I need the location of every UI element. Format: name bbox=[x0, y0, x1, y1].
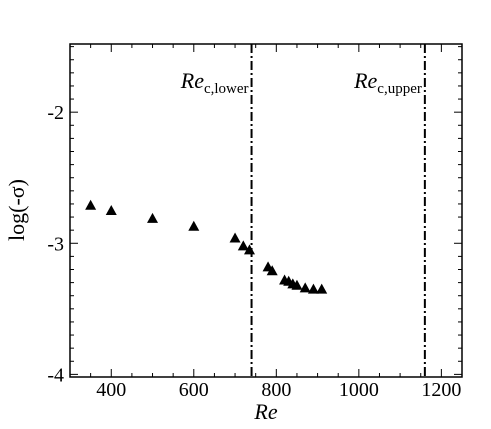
reference-line-label: Rec,lower bbox=[180, 68, 249, 97]
data-point bbox=[316, 283, 328, 294]
data-point bbox=[307, 283, 319, 294]
data-point bbox=[266, 265, 278, 276]
data-points bbox=[85, 199, 328, 294]
x-tick-label: 800 bbox=[261, 379, 291, 401]
x-tick-label: 400 bbox=[96, 379, 126, 401]
data-point bbox=[291, 279, 303, 290]
data-point bbox=[237, 240, 249, 251]
data-point bbox=[299, 282, 311, 293]
y-tick-label: -3 bbox=[47, 233, 64, 255]
x-tick-label: 1000 bbox=[339, 379, 379, 401]
y-axis-ticks: -4 -3 -2 bbox=[47, 46, 462, 386]
data-point bbox=[243, 244, 255, 255]
data-point bbox=[188, 220, 200, 231]
x-axis-ticks: 400 600 800 1000 1200 bbox=[69, 44, 463, 401]
x-tick-label: 600 bbox=[179, 379, 209, 401]
reference-lines: Rec,lower Rec,upper bbox=[180, 44, 426, 377]
y-axis-title: log(-σ) bbox=[4, 179, 29, 241]
plot-frame bbox=[69, 43, 463, 378]
data-point bbox=[105, 205, 117, 215]
reference-line-label: Rec,upper bbox=[353, 68, 422, 97]
y-tick-label: -2 bbox=[47, 102, 64, 124]
y-tick-label: -4 bbox=[47, 364, 64, 386]
data-point bbox=[85, 199, 97, 210]
x-axis-title: Re bbox=[253, 399, 277, 424]
data-point bbox=[229, 232, 241, 243]
x-tick-label: 1200 bbox=[421, 379, 461, 401]
data-point bbox=[147, 212, 159, 223]
